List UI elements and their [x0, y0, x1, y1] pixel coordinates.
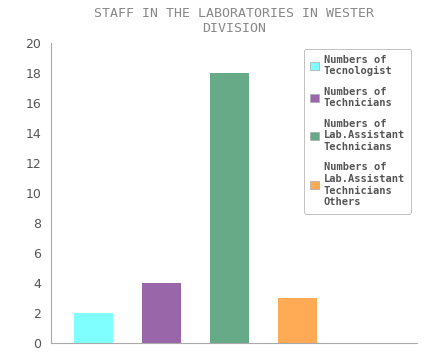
Bar [278, 298, 317, 343]
Bar [142, 283, 181, 343]
Legend: Numbers of
Tecnologist, Numbers of
Technicians, Numbers of
Lab.Assistant
Technic: Numbers of Tecnologist, Numbers of Techn… [304, 48, 411, 213]
Bar [74, 313, 113, 343]
Bar [210, 73, 249, 343]
Title: STAFF IN THE LABORATORIES IN WESTER
DIVISION: STAFF IN THE LABORATORIES IN WESTER DIVI… [94, 7, 374, 35]
